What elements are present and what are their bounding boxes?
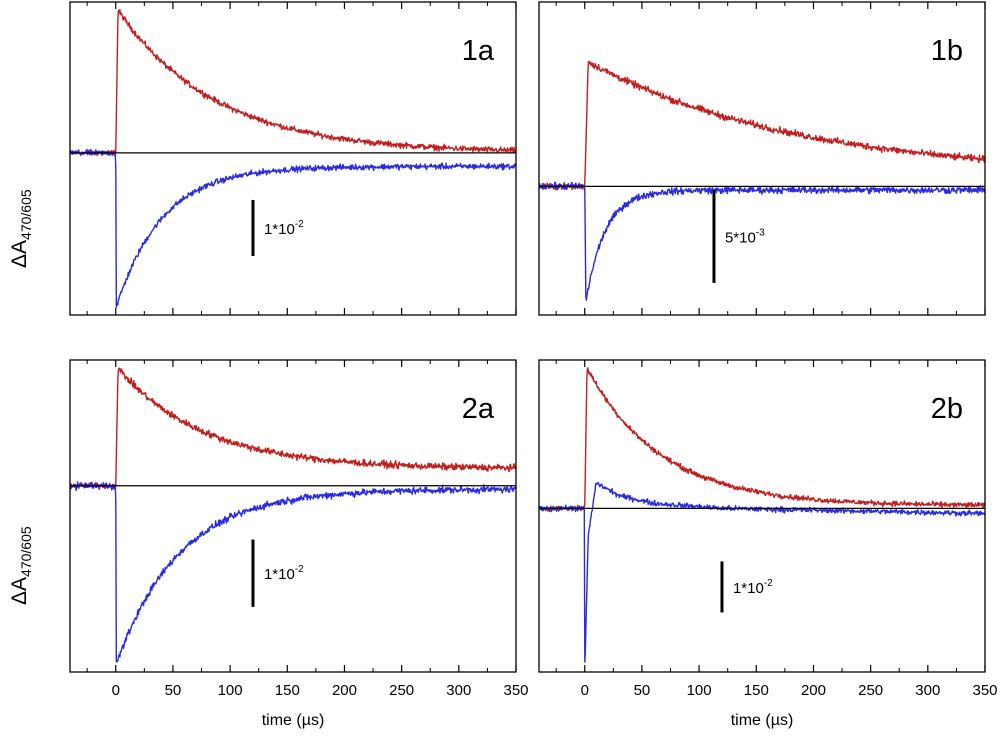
x-tick-label: 250 bbox=[389, 682, 414, 699]
x-tick-label: 100 bbox=[218, 682, 243, 699]
plot-frame-2a bbox=[69, 359, 517, 673]
scale-bar-label: 5*10-3 bbox=[725, 227, 765, 246]
x-tick-label: 250 bbox=[858, 682, 883, 699]
y-axis-label-top: ΔA470/605 bbox=[8, 189, 35, 268]
panel-label: 1a bbox=[462, 35, 495, 67]
x-tick-label: 200 bbox=[332, 682, 357, 699]
panel-label: 2b bbox=[931, 393, 963, 425]
x-tick-label: 0 bbox=[581, 682, 589, 699]
panel-1b: 1b 5*10-3 bbox=[538, 1, 986, 316]
panel-2a: 0 50 100 150 200 250 300 350 time (µs) 2a 1*10-2 bbox=[69, 359, 529, 729]
x-axis-label: time (µs) bbox=[262, 712, 325, 729]
x-tick-label: 0 bbox=[112, 682, 120, 699]
panel-label: 2a bbox=[462, 393, 495, 425]
panel-label: 1b bbox=[931, 35, 963, 67]
series-red-1b bbox=[538, 61, 986, 191]
scale-bar-label: 1*10-2 bbox=[264, 564, 304, 583]
x-tick-label: 350 bbox=[972, 682, 997, 699]
plot-frame-1a bbox=[69, 1, 517, 316]
x-tick-label: 350 bbox=[503, 682, 528, 699]
series-red-1a bbox=[69, 9, 517, 157]
x-tick-label: 50 bbox=[165, 682, 182, 699]
x-tick-label: 150 bbox=[744, 682, 769, 699]
plot-frame-2b bbox=[538, 359, 986, 673]
plot-frame-1b bbox=[538, 1, 986, 316]
series-blue-2b bbox=[538, 481, 986, 663]
scale-bar-label: 1*10-2 bbox=[264, 219, 304, 238]
x-tick-label: 100 bbox=[687, 682, 712, 699]
x-tick-label: 150 bbox=[275, 682, 300, 699]
x-tick-label: 200 bbox=[801, 682, 826, 699]
series-blue-2a bbox=[69, 481, 517, 663]
panel-1a: 1a 1*10-2 bbox=[69, 1, 517, 316]
scale-bar-label: 1*10-2 bbox=[733, 578, 773, 597]
series-blue-1b bbox=[538, 181, 986, 301]
x-tick-label: 300 bbox=[446, 682, 471, 699]
x-axis-label: time (µs) bbox=[731, 712, 794, 729]
series-red-2b bbox=[538, 367, 986, 513]
series-red-2a bbox=[69, 367, 517, 491]
panel-2b: 0 50 100 150 200 250 300 350 time (µs) 2b 1*10-2 bbox=[538, 359, 998, 729]
series-blue-1a bbox=[69, 148, 517, 308]
x-tick-label: 50 bbox=[634, 682, 651, 699]
y-axis-label-bottom: ΔA470/605 bbox=[8, 526, 35, 605]
x-tick-label: 300 bbox=[915, 682, 940, 699]
